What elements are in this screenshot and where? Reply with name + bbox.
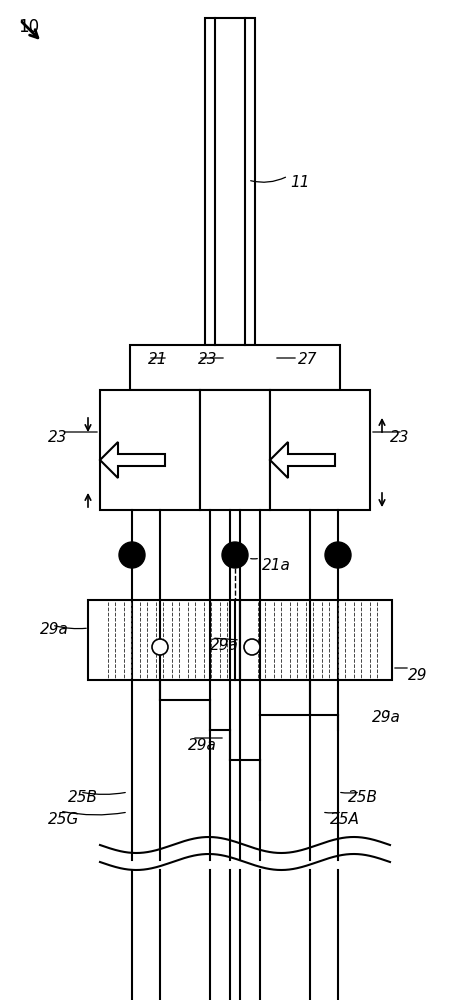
Text: 29a: 29a (40, 622, 69, 637)
Text: 10: 10 (18, 18, 39, 36)
Circle shape (325, 542, 351, 568)
Text: 27: 27 (298, 352, 318, 367)
Polygon shape (270, 442, 335, 478)
Text: 29a: 29a (372, 710, 401, 725)
Text: 11: 11 (290, 175, 310, 190)
Bar (130, 345, 340, 390)
Text: 25B: 25B (348, 790, 378, 805)
Polygon shape (100, 442, 165, 478)
Circle shape (222, 542, 248, 568)
Text: 23: 23 (48, 430, 68, 445)
Bar (100, 390, 200, 510)
Text: 25G: 25G (48, 812, 79, 827)
Circle shape (152, 639, 168, 655)
Bar (240, 600, 392, 680)
Text: 29a: 29a (210, 638, 239, 653)
Circle shape (119, 542, 145, 568)
Bar (88, 600, 240, 680)
Bar (270, 390, 370, 510)
Text: 25B: 25B (68, 790, 98, 805)
Text: 21a: 21a (262, 558, 291, 573)
Text: 29a: 29a (188, 738, 217, 753)
Text: 25A: 25A (330, 812, 360, 827)
Text: 29: 29 (408, 668, 428, 683)
Bar (205, 18, 255, 345)
Circle shape (244, 639, 260, 655)
Text: 23: 23 (390, 430, 409, 445)
Text: 21: 21 (148, 352, 167, 367)
Text: 23: 23 (198, 352, 218, 367)
Bar (200, 390, 270, 510)
